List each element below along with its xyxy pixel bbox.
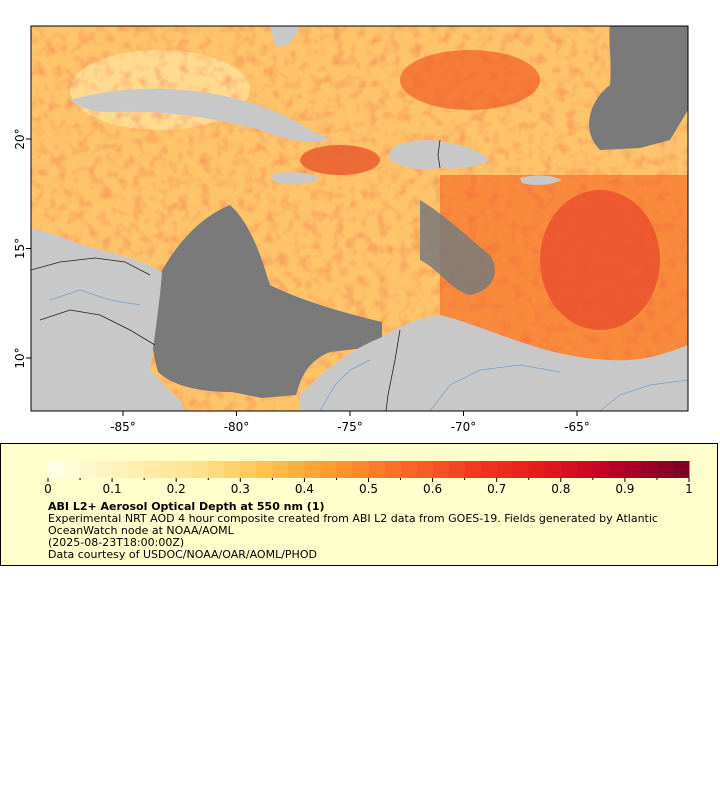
colorbar-swatch	[560, 461, 578, 478]
legend-timestamp: (2025-08-23T18:00:00Z)	[48, 536, 185, 549]
colorbar-tick-label: 0	[44, 482, 52, 496]
colorbar-tick-label: 0.7	[487, 482, 506, 496]
land-florida-keys	[270, 26, 300, 47]
x-tick-label: -70°	[451, 420, 477, 434]
colorbar-tick-label: 0.2	[167, 482, 186, 496]
colorbar-tick-label: 0.6	[423, 482, 442, 496]
x-tick-label: -80°	[224, 420, 250, 434]
colorbar-swatch	[336, 461, 353, 478]
colorbar-swatch	[80, 461, 97, 478]
no-data-region-east	[589, 26, 688, 150]
colorbar-swatch	[256, 461, 273, 478]
colorbar-swatch	[192, 461, 209, 478]
colorbar-swatch	[368, 461, 386, 478]
country-borders	[437, 139, 441, 169]
colorbar-swatch	[624, 461, 642, 478]
colorbar-swatch	[528, 461, 546, 478]
colorbar-tick-label: 0.9	[615, 482, 634, 496]
colorbar-swatch	[416, 461, 434, 478]
country-borders	[39, 309, 156, 346]
x-tick-label: -65°	[564, 420, 590, 434]
map-frame	[30, 25, 689, 412]
colorbar-swatch	[144, 461, 161, 478]
country-borders	[31, 257, 151, 276]
land-central-america	[31, 228, 185, 411]
land-jamaica	[270, 172, 320, 185]
legend-title: ABI L2+ Aerosol Optical Depth at 550 nm …	[48, 500, 325, 513]
colorbar-swatch	[352, 461, 369, 478]
colorbar-tick-label: 0.5	[359, 482, 378, 496]
colorbar-tick-label: 0.1	[103, 482, 122, 496]
land-south-america	[300, 315, 688, 411]
land-cuba	[70, 88, 330, 142]
colorbar-swatch	[432, 461, 450, 478]
no-data-region-south	[150, 205, 382, 398]
colorbar-swatch	[656, 461, 674, 478]
colorbar-swatch	[576, 461, 594, 478]
colorbar-swatch	[304, 461, 321, 478]
colorbar-swatch	[320, 461, 337, 478]
x-axis-ticks: -85° -80° -75° -70° -65°	[110, 411, 590, 434]
colorbar-swatch	[160, 461, 177, 478]
y-axis-ticks: 20° 15° 10°	[13, 128, 31, 369]
colorbar-swatch	[240, 461, 257, 478]
rivers	[49, 289, 141, 306]
colorbar-tick-label: 0.8	[551, 482, 570, 496]
colorbar-swatch	[272, 461, 289, 478]
colorbar-swatch	[400, 461, 418, 478]
colorbar-swatch	[496, 461, 514, 478]
rivers	[599, 379, 688, 411]
y-tick-label: 15°	[13, 238, 27, 259]
colorbar-swatch	[592, 461, 610, 478]
colorbar-swatch	[480, 461, 498, 478]
no-data-region-central	[420, 200, 495, 295]
legend-description: Experimental NRT AOD 4 hour composite cr…	[48, 512, 658, 537]
x-tick-label: -85°	[110, 420, 136, 434]
land-hispaniola	[390, 140, 490, 170]
colorbar-swatch	[224, 461, 241, 478]
legend-credit: Data courtesy of USDOC/NOAA/OAR/AOML/PHO…	[48, 548, 317, 561]
colorbar-swatch	[384, 461, 402, 478]
colorbar-swatch	[640, 461, 658, 478]
colorbar-tick-label: 0.4	[295, 482, 314, 496]
x-tick-label: -75°	[337, 420, 363, 434]
colorbar-swatch	[128, 461, 145, 478]
colorbar-swatch	[288, 461, 305, 478]
colorbar-tick-label: 1	[685, 482, 693, 496]
y-tick-label: 20°	[13, 128, 27, 149]
land-puerto-rico	[520, 175, 562, 185]
colorbar-swatch	[96, 461, 113, 478]
colorbar-swatch	[544, 461, 562, 478]
rivers	[429, 364, 561, 411]
colorbar-swatch	[512, 461, 530, 478]
aod-map: -85° -80° -75° -70° -65° 20° 15° 10°	[13, 25, 689, 434]
rivers	[319, 359, 371, 411]
colorbar-swatch	[672, 461, 690, 478]
colorbar-swatch	[112, 461, 129, 478]
colorbar-swatch	[608, 461, 626, 478]
y-tick-label: 10°	[13, 347, 27, 368]
legend-text: ABI L2+ Aerosol Optical Depth at 550 nm …	[48, 501, 688, 561]
colorbar-swatch	[176, 461, 193, 478]
colorbar-swatch	[64, 461, 81, 478]
legend-panel: 0 0.1 0.2 0.3 0.4 0.5 0.6 0.7 0.8 0.9 1 ABI L2+ Ae…	[0, 443, 718, 566]
colorbar-swatch	[448, 461, 466, 478]
colorbar-tick-label: 0.3	[231, 482, 250, 496]
colorbar: 0 0.1 0.2 0.3 0.4 0.5 0.6 0.7 0.8 0.9 1	[44, 461, 693, 496]
colorbar-swatch	[208, 461, 225, 478]
country-borders	[385, 329, 401, 411]
colorbar-swatch	[464, 461, 482, 478]
colorbar-swatch	[48, 461, 65, 478]
